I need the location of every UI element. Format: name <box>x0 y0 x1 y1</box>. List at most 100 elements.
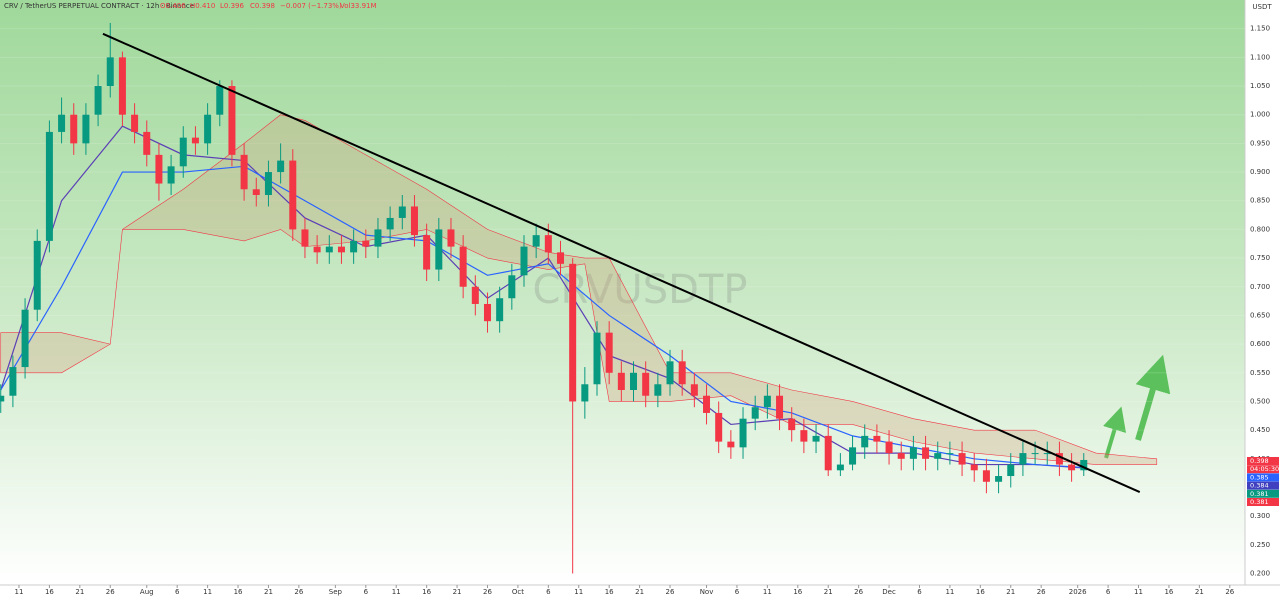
candle-body <box>1019 453 1027 465</box>
candle-body <box>9 367 17 396</box>
x-tick-label: 11 <box>203 588 212 596</box>
y-tick-label: 1.100 <box>1250 53 1270 61</box>
x-tick-label: Nov <box>700 588 714 596</box>
candle-body <box>1031 453 1039 455</box>
y-tick-label: 0.600 <box>1250 340 1270 348</box>
candle-body <box>228 86 236 155</box>
y-tick-label: 0.850 <box>1250 197 1270 205</box>
x-tick-label: 6 <box>735 588 740 596</box>
x-tick-label: 26 <box>1037 588 1046 596</box>
candle-body <box>131 114 139 132</box>
price-tag-label: 0.398 <box>1250 457 1269 465</box>
candle-body <box>556 252 564 264</box>
x-tick-label: 16 <box>1164 588 1173 596</box>
candle-body <box>654 384 662 396</box>
candle-body <box>520 246 528 276</box>
candle-body <box>873 435 881 442</box>
candle-body <box>909 447 917 459</box>
x-tick-label: 21 <box>1006 588 1015 596</box>
volume: Vol33.91M <box>340 2 377 10</box>
candle-body <box>885 441 893 454</box>
candle-body <box>435 229 443 270</box>
price-tag <box>1247 457 1279 465</box>
x-tick-label: 26 <box>1225 588 1234 596</box>
candle-body <box>45 131 53 241</box>
price-tag-label: 04:05:30 <box>1250 465 1279 473</box>
candle-body <box>995 476 1003 482</box>
candle-body <box>788 418 796 431</box>
x-tick-label: 21 <box>264 588 273 596</box>
candle-body <box>642 372 650 396</box>
candle-body <box>703 395 711 413</box>
candle-body <box>946 453 954 455</box>
candle-body <box>678 361 686 385</box>
candle-body <box>106 57 114 87</box>
candle-body <box>569 263 577 402</box>
y-tick-label: 0.450 <box>1250 426 1270 434</box>
candle-body <box>313 246 321 253</box>
candle-body <box>581 384 589 402</box>
candle-body <box>459 246 467 287</box>
y-tick-label: 0.500 <box>1250 397 1270 405</box>
price-tag <box>1247 473 1279 482</box>
candle-body <box>204 114 212 144</box>
candle-body <box>897 453 905 459</box>
price-tag-label: 0.385 <box>1250 473 1269 481</box>
candle-body <box>800 430 808 442</box>
y-tick-label: 0.550 <box>1250 369 1270 377</box>
x-tick-label: 26 <box>106 588 115 596</box>
candle-body <box>252 189 260 195</box>
candle-body <box>0 395 5 402</box>
currency: USDT <box>1252 3 1272 11</box>
x-tick-label: 21 <box>75 588 84 596</box>
x-tick-label: 11 <box>1134 588 1143 596</box>
candle-body <box>155 154 163 184</box>
x-tick-label: 16 <box>234 588 243 596</box>
candle-body <box>849 447 857 465</box>
price-tag <box>1247 481 1279 490</box>
candle-body <box>362 240 370 247</box>
x-tick-label: 21 <box>635 588 644 596</box>
x-tick-label: 11 <box>15 588 24 596</box>
arrow <box>1135 354 1171 441</box>
candle-body <box>1068 464 1076 471</box>
candle-body <box>715 412 723 442</box>
watermark: CRVUSDTP <box>533 267 748 313</box>
candle-body <box>630 372 638 390</box>
x-tick-label: 11 <box>574 588 583 596</box>
candle-body <box>1007 464 1015 477</box>
candle-body <box>982 470 990 482</box>
price-tag <box>1247 465 1279 474</box>
x-tick-label: Aug <box>140 588 154 596</box>
candle-body <box>33 240 41 310</box>
candle-body <box>167 166 175 184</box>
x-tick-label: 11 <box>392 588 401 596</box>
candle-body <box>776 395 784 419</box>
candle-body <box>1055 453 1063 465</box>
candle-body <box>812 435 820 442</box>
candle-body <box>666 361 674 385</box>
y-tick-label: 1.150 <box>1250 25 1270 33</box>
candle-body <box>496 298 504 322</box>
candle-body <box>739 418 747 448</box>
candle-body <box>423 235 431 270</box>
y-tick-label: 0.800 <box>1250 225 1270 233</box>
x-tick-label: 26 <box>854 588 863 596</box>
candle-body <box>934 453 942 459</box>
x-tick-label: 21 <box>824 588 833 596</box>
candle-body <box>1043 453 1051 455</box>
ohlc: O0.406 <box>160 2 186 10</box>
x-tick-label: Dec <box>882 588 896 596</box>
candle-body <box>398 206 406 218</box>
arrow <box>1103 406 1127 459</box>
candle-body <box>179 137 187 167</box>
y-tick-label: 0.900 <box>1250 168 1270 176</box>
y-tick-label: 1.050 <box>1250 82 1270 90</box>
x-tick-label: 26 <box>666 588 675 596</box>
candle-body <box>763 395 771 408</box>
x-tick-label: 16 <box>976 588 985 596</box>
y-tick-label: 0.300 <box>1250 512 1270 520</box>
x-tick-label: 26 <box>294 588 303 596</box>
candle-body <box>593 332 601 385</box>
candle-body <box>118 57 126 115</box>
